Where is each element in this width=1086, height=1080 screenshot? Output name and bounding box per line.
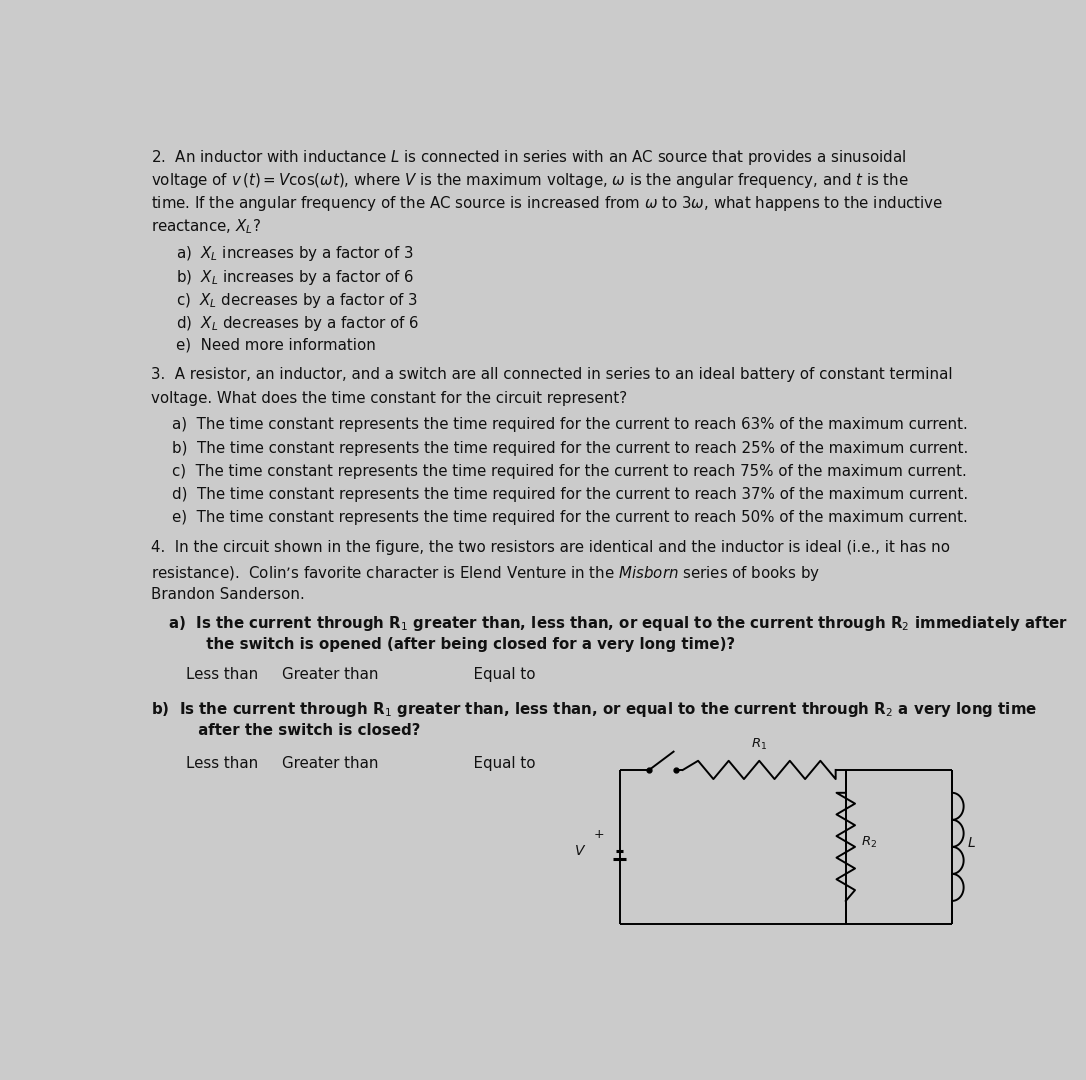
Text: e)  Need more information: e) Need more information	[176, 338, 376, 352]
Text: c)  $X_L$ decreases by a factor of 3: c) $X_L$ decreases by a factor of 3	[176, 291, 418, 310]
Text: +: +	[593, 828, 604, 841]
Text: b)  Is the current through R$_1$ greater than, less than, or equal to the curren: b) Is the current through R$_1$ greater …	[151, 700, 1037, 719]
Text: voltage. What does the time constant for the circuit represent?: voltage. What does the time constant for…	[151, 391, 627, 406]
Text: $V$: $V$	[573, 843, 586, 858]
Text: $R_2$: $R_2$	[861, 835, 877, 850]
Text: d)  The time constant represents the time required for the current to reach 37% : d) The time constant represents the time…	[172, 487, 968, 502]
Text: 4.  In the circuit shown in the figure, the two resistors are identical and the : 4. In the circuit shown in the figure, t…	[151, 540, 950, 555]
Text: c)  The time constant represents the time required for the current to reach 75% : c) The time constant represents the time…	[172, 464, 967, 478]
Text: $R_1$: $R_1$	[752, 737, 768, 752]
Text: Brandon Sanderson.: Brandon Sanderson.	[151, 588, 305, 602]
Text: d)  $X_L$ decreases by a factor of 6: d) $X_L$ decreases by a factor of 6	[176, 314, 419, 334]
Text: resistance).  Colin’s favorite character is Elend Venture in the $\mathit{Misbor: resistance). Colin’s favorite character …	[151, 564, 820, 583]
Text: $L$: $L$	[968, 836, 976, 850]
Text: b)  The time constant represents the time required for the current to reach 25% : b) The time constant represents the time…	[172, 441, 969, 456]
Text: a)  Is the current through R$_1$ greater than, less than, or equal to the curren: a) Is the current through R$_1$ greater …	[167, 613, 1068, 633]
Text: e)  The time constant represents the time required for the current to reach 50% : e) The time constant represents the time…	[172, 511, 968, 526]
Text: a)  The time constant represents the time required for the current to reach 63% : a) The time constant represents the time…	[172, 417, 968, 432]
Text: voltage of $v\,(t) = V\cos(\omega t)$, where $V$ is the maximum voltage, $\omega: voltage of $v\,(t) = V\cos(\omega t)$, w…	[151, 171, 909, 190]
Text: Less than     Greater than                    Equal to: Less than Greater than Equal to	[187, 756, 535, 771]
Text: reactance, $X_L$?: reactance, $X_L$?	[151, 218, 261, 237]
Text: after the switch is closed?: after the switch is closed?	[172, 724, 420, 739]
Text: the switch is opened (after being closed for a very long time)?: the switch is opened (after being closed…	[180, 637, 735, 652]
Text: b)  $X_L$ increases by a factor of 6: b) $X_L$ increases by a factor of 6	[176, 268, 414, 286]
Text: Less than     Greater than                    Equal to: Less than Greater than Equal to	[187, 666, 535, 681]
Text: 2.  An inductor with inductance $L$ is connected in series with an AC source tha: 2. An inductor with inductance $L$ is co…	[151, 148, 906, 167]
Text: 3.  A resistor, an inductor, and a switch are all connected in series to an idea: 3. A resistor, an inductor, and a switch…	[151, 367, 952, 382]
Text: a)  $X_L$ increases by a factor of 3: a) $X_L$ increases by a factor of 3	[176, 244, 414, 264]
Text: time. If the angular frequency of the AC source is increased from $\omega$ to $3: time. If the angular frequency of the AC…	[151, 194, 944, 214]
